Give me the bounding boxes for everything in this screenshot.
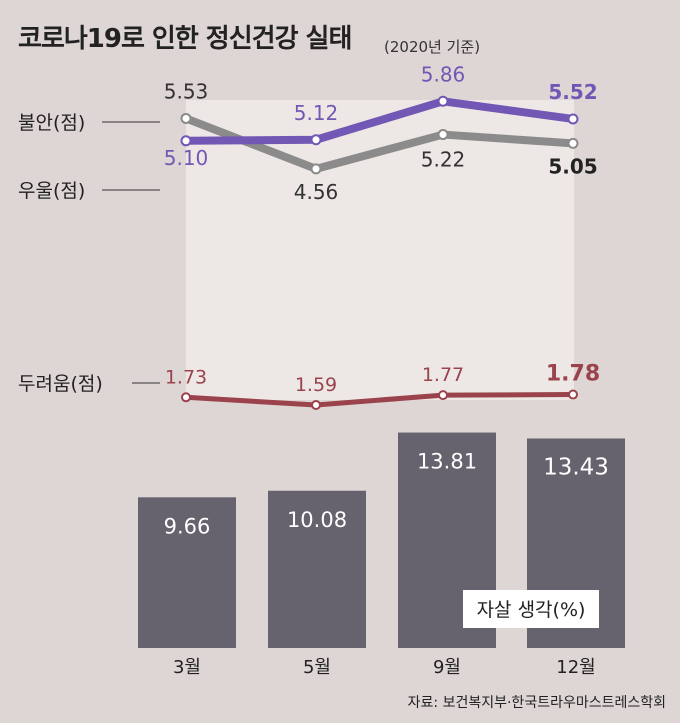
line-point bbox=[567, 113, 579, 125]
chart-title: 코로나19로 인한 정신건강 실태 bbox=[18, 24, 352, 54]
line-point bbox=[437, 129, 449, 141]
line-point bbox=[310, 134, 322, 146]
line-chart: 5.10 5.12 5.86 5.52 5.53 4.56 5.22 5.05 1.73 1.59… bbox=[18, 62, 600, 410]
x-tick-label: 12월 bbox=[556, 657, 595, 678]
chart-subtitle: (2020년 기준) bbox=[384, 38, 481, 56]
series-name-label: 두려움(점) bbox=[18, 373, 103, 395]
bar-value-label: 9.66 bbox=[164, 514, 211, 538]
data-label: 5.86 bbox=[421, 62, 466, 86]
data-label: 1.77 bbox=[422, 364, 464, 386]
line-point bbox=[181, 392, 191, 403]
bar-value-label: 10.08 bbox=[287, 508, 347, 532]
x-tick-label: 5월 bbox=[303, 657, 331, 678]
line-point bbox=[567, 137, 579, 149]
source-note: 자료: 보건복지부·한국트라우마스트레스학회 bbox=[407, 695, 666, 711]
data-label: 5.52 bbox=[548, 80, 597, 104]
data-label: 1.78 bbox=[546, 362, 600, 387]
data-label: 5.12 bbox=[294, 101, 339, 125]
bar-value-label: 13.43 bbox=[543, 454, 609, 480]
data-label: 5.53 bbox=[164, 79, 209, 103]
bar-chart: 9.66 3월 10.08 5월 13.81 9월 13.43 12월 자살 생각(%) bbox=[138, 432, 625, 678]
bar bbox=[268, 490, 366, 648]
line-point bbox=[310, 163, 322, 175]
line-point bbox=[180, 112, 192, 124]
series-name-label: 불안(점) bbox=[18, 112, 85, 134]
line-series-fear bbox=[183, 392, 576, 408]
x-tick-label: 3월 bbox=[173, 657, 201, 678]
bar bbox=[138, 497, 236, 648]
line-point bbox=[311, 400, 321, 410]
line-point bbox=[568, 389, 578, 400]
series-name-label: 우울(점) bbox=[18, 180, 85, 202]
data-label: 1.73 bbox=[165, 366, 207, 388]
data-label: 5.22 bbox=[421, 148, 466, 172]
x-tick-label: 9월 bbox=[433, 657, 461, 678]
bar-value-label: 13.81 bbox=[417, 450, 477, 474]
line-point bbox=[437, 95, 449, 107]
data-label: 4.56 bbox=[294, 180, 339, 204]
data-label: 1.59 bbox=[295, 374, 337, 396]
line-point bbox=[438, 390, 448, 401]
bar-series-label: 자살 생각(%) bbox=[477, 599, 586, 621]
line-series-anxiety bbox=[182, 97, 577, 145]
data-label: 5.10 bbox=[164, 146, 209, 170]
data-label: 5.05 bbox=[548, 154, 597, 178]
bar-series-label-box bbox=[463, 590, 599, 628]
line-point bbox=[180, 135, 192, 147]
